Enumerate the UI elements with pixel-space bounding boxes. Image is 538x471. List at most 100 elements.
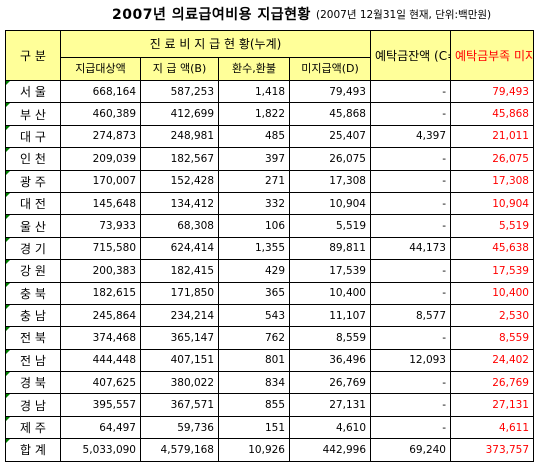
header-cell: 환수,환불 (218, 57, 290, 81)
value-cell: 5,033,090 (60, 438, 141, 462)
value-cell: 10,400 (450, 281, 534, 305)
value-cell: 17,308 (450, 169, 534, 193)
value-cell: 45,868 (450, 102, 534, 126)
table-row: 인 천 209,039 182,567 397 26,075-26,075 (5, 147, 534, 171)
value-cell: - (370, 147, 451, 171)
value-cell: 271 (218, 169, 290, 193)
region-cell: 경 남 (5, 393, 61, 417)
region-cell: 광 주 (5, 169, 61, 193)
value-cell: 407,151 (140, 348, 219, 373)
value-cell: 17,308 (289, 169, 371, 193)
value-cell: 10,904 (289, 191, 371, 216)
value-cell: 367,571 (140, 393, 219, 417)
value-cell: 79,493 (289, 79, 371, 104)
table-row: 충 남 245,864 234,214 543 11,107 8,577 2,530 (5, 303, 534, 328)
value-cell: 11,107 (289, 303, 371, 328)
value-cell: 5,519 (289, 214, 371, 238)
header-cell: 진 료 비 지 급 현 황(누계) (60, 30, 371, 58)
value-cell: 624,414 (140, 236, 219, 261)
value-cell: 855 (218, 393, 290, 417)
region-cell: 서 울 (5, 79, 61, 104)
value-cell: 397 (218, 147, 290, 171)
value-cell: 12,093 (370, 348, 451, 373)
table-row: 광 주 170,007 152,428 271 17,308-17,308 (5, 169, 534, 193)
value-cell: - (370, 371, 451, 395)
value-cell: - (370, 393, 451, 417)
value-cell: 2,530 (450, 303, 534, 328)
value-cell: 182,567 (140, 147, 219, 171)
region-cell: 인 천 (5, 147, 61, 171)
value-cell: - (370, 169, 451, 193)
value-cell: 45,868 (289, 102, 371, 126)
value-cell: - (370, 326, 451, 350)
table-row: 합 계 5,033,090 4,579,168 10,926 442,996 69,240… (5, 438, 534, 462)
title-bar: 2007년 의료급여비용 지급현황 (2007년 12월31일 현재, 단위:백… (0, 4, 538, 24)
subtitle: (2007년 12월31일 현재, 단위:백만원) (316, 9, 492, 21)
value-cell: 1,418 (218, 79, 290, 104)
value-cell: - (370, 214, 451, 238)
value-cell: 89,811 (289, 236, 371, 261)
table-row: 울 산 73,933 68,308 106 5,519-5,519 (5, 214, 534, 238)
region-cell: 대 전 (5, 191, 61, 216)
table-row: 경 남 395,557 367,571 855 27,131-27,131 (5, 393, 534, 417)
table-row: 대 구 274,873 248,981 485 25,407 4,397 21,011 (5, 124, 534, 149)
value-cell: - (370, 79, 451, 104)
value-cell: 73,933 (60, 214, 141, 238)
value-cell: 380,022 (140, 371, 219, 395)
value-cell: 1,822 (218, 102, 290, 126)
region-cell: 전 남 (5, 348, 61, 373)
region-cell: 충 북 (5, 281, 61, 305)
header-cell: 구 분 (5, 30, 61, 81)
value-cell: 668,164 (60, 79, 141, 104)
table-row: 전 남 444,448 407,151 801 36,496 12,093 24,402 (5, 348, 534, 373)
value-cell: 234,214 (140, 303, 219, 328)
table-row: 경 북 407,625 380,022 834 26,769-26,769 (5, 371, 534, 395)
value-cell: 27,131 (289, 393, 371, 417)
table-row: 부 산 460,389 412,699 1,822 45,868-45,868 (5, 102, 534, 126)
table-row: 강 원 200,383 182,415 429 17,539-17,539 (5, 259, 534, 283)
value-cell: 59,736 (140, 415, 219, 440)
region-cell: 대 구 (5, 124, 61, 149)
value-cell: - (370, 281, 451, 305)
value-cell: 10,926 (218, 438, 290, 462)
value-cell: 543 (218, 303, 290, 328)
value-cell: 365 (218, 281, 290, 305)
value-cell: 24,402 (450, 348, 534, 373)
value-cell: 332 (218, 191, 290, 216)
value-cell: 200,383 (60, 259, 141, 283)
value-cell: 45,638 (450, 236, 534, 261)
table-row: 전 북 374,468 365,147 762 8,559-8,559 (5, 326, 534, 350)
region-cell: 제 주 (5, 415, 61, 440)
region-cell: 부 산 (5, 102, 61, 126)
value-cell: - (370, 102, 451, 126)
value-cell: 429 (218, 259, 290, 283)
value-cell: 4,579,168 (140, 438, 219, 462)
value-cell: 245,864 (60, 303, 141, 328)
value-cell: 182,415 (140, 259, 219, 283)
value-cell: 801 (218, 348, 290, 373)
value-cell: 10,904 (450, 191, 534, 216)
value-cell: 106 (218, 214, 290, 238)
value-cell: 407,625 (60, 371, 141, 395)
value-cell: 134,412 (140, 191, 219, 216)
region-cell: 경 기 (5, 236, 61, 261)
value-cell: 69,240 (370, 438, 451, 462)
value-cell: 26,769 (289, 371, 371, 395)
header-cell: 지급대상액 (60, 57, 141, 81)
value-cell: 17,539 (450, 259, 534, 283)
table-row: 경 기 715,580 624,414 1,355 89,811 44,173 45,638 (5, 236, 534, 261)
value-cell: 10,400 (289, 281, 371, 305)
value-cell: 762 (218, 326, 290, 350)
value-cell: 152,428 (140, 169, 219, 193)
value-cell: 834 (218, 371, 290, 395)
region-cell: 울 산 (5, 214, 61, 238)
value-cell: 365,147 (140, 326, 219, 350)
value-cell: 170,007 (60, 169, 141, 193)
value-cell: 4,610 (289, 415, 371, 440)
value-cell: 5,519 (450, 214, 534, 238)
value-cell: 171,850 (140, 281, 219, 305)
value-cell: 8,559 (450, 326, 534, 350)
value-cell: 1,355 (218, 236, 290, 261)
value-cell: 79,493 (450, 79, 534, 104)
